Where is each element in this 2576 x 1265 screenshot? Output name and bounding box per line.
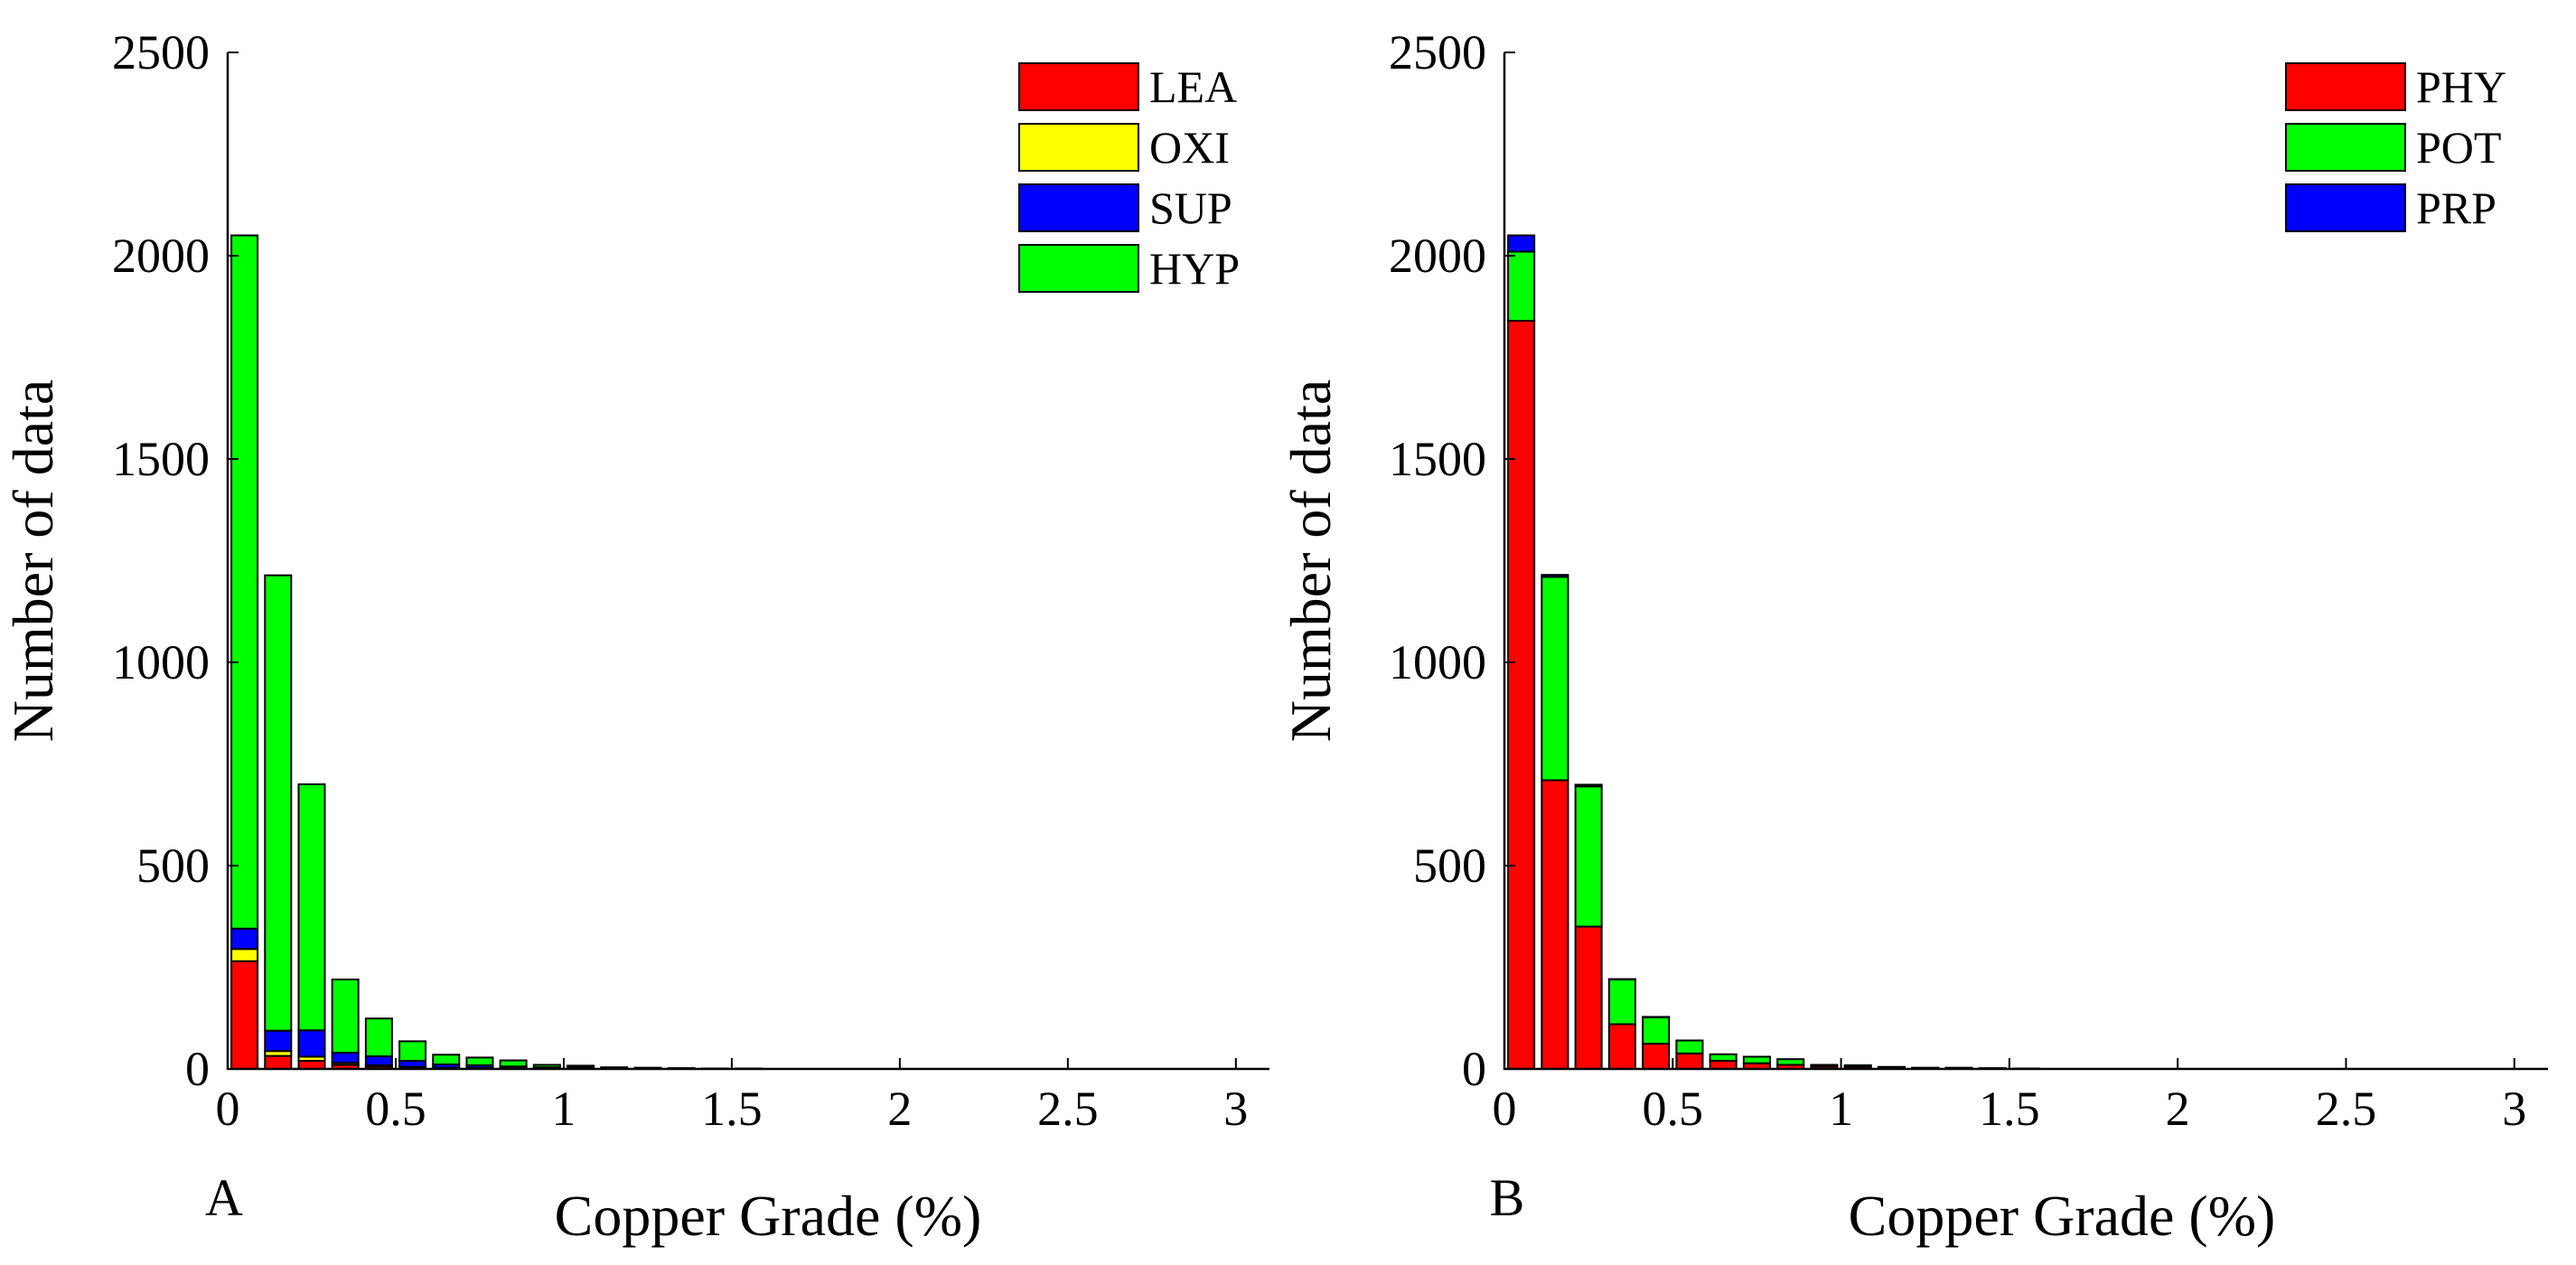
bar-pot <box>1607 979 1636 1026</box>
bar-sup <box>331 1052 360 1064</box>
bar-pot <box>1574 785 1603 928</box>
bar-pot <box>1642 1016 1671 1045</box>
bar-prp <box>1507 234 1536 253</box>
bar-hyp <box>331 979 360 1054</box>
panel-label-b: B <box>1490 1168 1525 1227</box>
bar-pot <box>1877 1065 1906 1069</box>
y-tick-label: 0 <box>185 1042 210 1096</box>
x-tick-label: 2.5 <box>1037 1082 1099 1136</box>
y-tick-label: 1000 <box>112 635 210 689</box>
legend-swatch-lea <box>1018 62 1139 111</box>
legend-label-oxi: OXI <box>1149 122 1230 173</box>
panel-label-a: A <box>205 1168 243 1227</box>
chart-panel-b: 0 500 1000 1500 2000 2500 0 0.5 1 1.5 2 2.5 3 Copper … <box>1279 25 2548 1248</box>
bar-hyp <box>230 234 259 930</box>
legend-swatch-oxi <box>1018 123 1139 172</box>
bar-sup <box>297 1029 326 1058</box>
bar-lea <box>264 1054 293 1070</box>
y-tick-label: 1500 <box>112 432 210 486</box>
bar-phy <box>1642 1043 1671 1070</box>
x-tick-label: 0 <box>216 1082 240 1136</box>
x-tick-label: 2.5 <box>2316 1082 2377 1136</box>
x-tick-label: 1.5 <box>1979 1082 2040 1136</box>
x-tick-label: 2 <box>887 1082 912 1136</box>
bar-pot <box>1843 1064 1872 1068</box>
legend-swatch-pot <box>2285 123 2406 172</box>
bar-sup <box>230 927 259 951</box>
x-axis-label: Copper Grade (%) <box>1849 1184 2276 1248</box>
bar-sup <box>364 1055 393 1066</box>
y-tick-label: 2500 <box>112 25 210 80</box>
bar-prp <box>1574 783 1603 788</box>
x-tick-label: 2 <box>2166 1082 2190 1136</box>
y-tick-label: 2000 <box>112 229 210 283</box>
x-tick-label: 1.5 <box>701 1082 763 1136</box>
bar-pot <box>1776 1058 1805 1066</box>
bar-pot <box>1742 1055 1771 1064</box>
legend-label-hyp: HYP <box>1149 243 1240 294</box>
bar-hyp <box>364 1017 393 1058</box>
y-tick-label: 500 <box>1413 839 1486 893</box>
x-tick-label: 0.5 <box>365 1082 426 1136</box>
legend-label-pot: POT <box>2416 122 2501 173</box>
legend-swatch-hyp <box>1018 244 1139 293</box>
legend-label-phy: PHY <box>2416 61 2506 112</box>
bar-hyp <box>567 1064 595 1069</box>
x-tick-label: 0.5 <box>1643 1082 1704 1136</box>
bar-prp <box>1607 978 1636 981</box>
x-tick-label: 1 <box>1829 1082 1853 1136</box>
y-tick-label: 1000 <box>1389 635 1486 689</box>
bar-hyp <box>465 1056 494 1066</box>
bar-hyp <box>297 783 326 1032</box>
bar-phy <box>1574 925 1603 1070</box>
bar-pot <box>1541 576 1569 782</box>
x-tick-label: 0 <box>1493 1082 1517 1136</box>
y-tick-label: 1500 <box>1389 432 1486 486</box>
bar-hyp <box>264 574 293 1032</box>
bar-hyp <box>398 1040 427 1063</box>
legend-swatch-phy <box>2285 62 2406 111</box>
bar-phy <box>1541 779 1569 1070</box>
bar-sup <box>398 1060 427 1068</box>
y-axis-label: Number of data <box>1 380 65 743</box>
x-tick-label: 1 <box>551 1082 576 1136</box>
bar-phy <box>1607 1023 1636 1070</box>
legend-swatch-sup <box>1018 183 1139 232</box>
bar-pot <box>1675 1039 1704 1054</box>
bar-pot <box>1507 250 1536 322</box>
bar-hyp <box>532 1064 561 1069</box>
legend-label-sup: SUP <box>1149 183 1232 233</box>
bar-oxi <box>230 948 259 962</box>
bar-phy <box>1709 1060 1738 1070</box>
bar-sup <box>264 1029 293 1053</box>
x-axis-label: Copper Grade (%) <box>555 1184 982 1248</box>
bar-pot <box>1709 1053 1738 1063</box>
x-tick-label: 3 <box>2502 1082 2526 1136</box>
bar-phy <box>1675 1052 1704 1071</box>
bar-lea <box>297 1060 326 1070</box>
legend-swatch-prp <box>2285 183 2406 232</box>
y-tick-label: 0 <box>1462 1042 1486 1096</box>
bar-hyp <box>499 1059 528 1068</box>
bar-lea <box>230 960 259 1070</box>
bar-phy <box>1507 320 1536 1070</box>
chart-panel-a: 0 500 1000 1500 2000 2500 0 0.5 1 1.5 2 2.5 3 Copper … <box>1 25 1269 1248</box>
y-axis-label: Number of data <box>1279 380 1343 743</box>
x-tick-label: 3 <box>1223 1082 1248 1136</box>
bar-pot <box>1810 1064 1839 1068</box>
bar-hyp <box>432 1054 461 1066</box>
y-tick-label: 2500 <box>1389 25 1486 80</box>
legend-label-prp: PRP <box>2416 183 2496 233</box>
legend-label-lea: LEA <box>1149 61 1237 112</box>
y-tick-label: 500 <box>136 839 210 893</box>
bar-prp <box>1541 574 1569 578</box>
y-tick-label: 2000 <box>1389 229 1486 283</box>
